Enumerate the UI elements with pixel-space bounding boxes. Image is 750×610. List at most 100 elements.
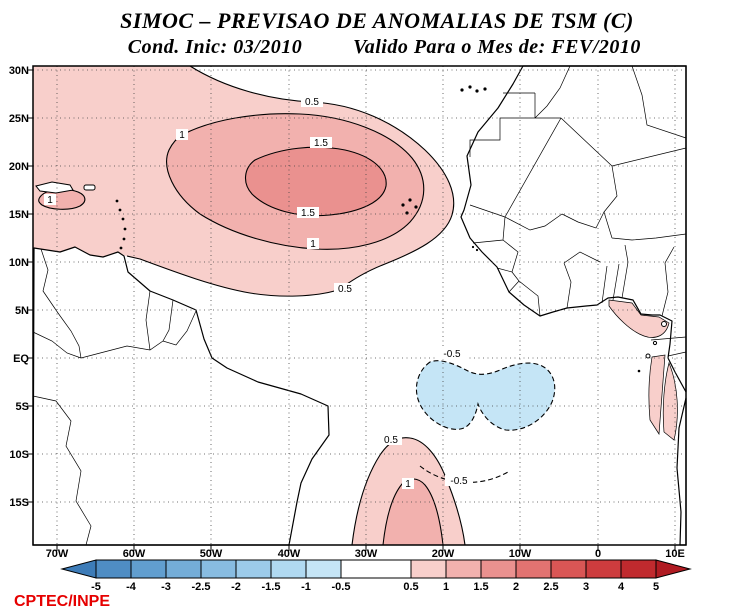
lat-label: 5S [16, 401, 29, 413]
anomaly-region-guinea-coast [608, 299, 670, 338]
colorbar-segment [235, 559, 272, 579]
contour-label: 1 [179, 130, 185, 141]
contour-label: 1 [47, 195, 53, 206]
south-america-landmass [32, 246, 330, 546]
cape-verde-islands [401, 198, 418, 215]
colorbar-tick: -0.5 [332, 581, 351, 593]
lon-label: 40W [278, 548, 301, 560]
colorbar-segment [165, 559, 202, 579]
longitude-axis-labels: 70W 60W 50W 40W 30W 20W 10W 0 10E [46, 548, 685, 560]
lon-label: 70W [46, 548, 69, 560]
anomaly-region-angola-coast-a [648, 354, 666, 436]
colorbar-tick: -2 [231, 581, 241, 593]
contour-label: -0.5 [450, 476, 468, 487]
page-title: SIMOC – PREVISAO DE ANOMALIAS DE TSM (C) [120, 8, 634, 33]
colorbar-tick: 0.5 [403, 581, 418, 593]
contour-label: 1 [405, 479, 411, 490]
gulf-of-guinea-islands [471, 245, 667, 373]
contour-label-box [445, 475, 473, 486]
cptec-inpe-credit: CPTEC/INPE [14, 593, 110, 610]
contour-label: 1.5 [301, 208, 315, 219]
contour-label-box [402, 478, 414, 489]
colorbar-segment [340, 559, 412, 579]
lat-label: 30N [9, 65, 29, 77]
lesser-antilles-islands [115, 199, 127, 250]
lat-label: 15S [9, 497, 29, 509]
colorbar-segment [585, 559, 622, 579]
contour-label: 0.5 [338, 284, 352, 295]
subtitle-valid-month: Valido Para o Mes de: FEV/2010 [353, 36, 641, 58]
lon-label: 0 [595, 548, 601, 560]
colorbar-right-arrow [655, 559, 692, 579]
map-plot: 0.5 1 1.5 1.5 1 0.5 1 -0.5 -0.5 0.5 1 [9, 65, 687, 560]
contour-label-box [310, 137, 332, 148]
contour-labels: 0.5 1 1.5 1.5 1 0.5 1 -0.5 -0.5 0.5 1 [44, 96, 473, 490]
colorbar-segment [515, 559, 552, 579]
colorbar-tick: -4 [126, 581, 137, 593]
map-frame [32, 65, 687, 546]
lon-label: 60W [123, 548, 146, 560]
lon-label: 20W [432, 548, 455, 560]
canary-islands [460, 85, 487, 93]
longitude-gridlines [56, 66, 676, 545]
contour-label: 0.5 [305, 97, 319, 108]
colorbar-segment [445, 559, 482, 579]
colorbar-segment [620, 559, 657, 579]
colorbar-tick: 4 [618, 581, 625, 593]
colorbar-segment [270, 559, 307, 579]
lat-label: 10N [9, 257, 29, 269]
colorbar-tick: -2.5 [192, 581, 211, 593]
colorbar-tick: 1.5 [473, 581, 488, 593]
colorbar-tick: 1 [443, 581, 449, 593]
contour-label-box [380, 434, 402, 445]
contour-label-box [44, 194, 56, 205]
contour-label-box [307, 238, 319, 249]
lat-label: 15N [9, 209, 29, 221]
hispaniola-island [35, 181, 74, 194]
lat-label: EQ [13, 353, 29, 365]
colorbar-segment [410, 559, 447, 579]
subtitle-initial-condition: Cond. Inic: 03/2010 [128, 36, 303, 58]
left-axis-ticks [27, 69, 33, 503]
lon-label: 30W [355, 548, 378, 560]
contour-label: 1.5 [314, 138, 328, 149]
contour-label-box [297, 207, 319, 218]
puerto-rico-island [83, 184, 96, 191]
colorbar-tick: -1 [301, 581, 311, 593]
lon-label: 10W [509, 548, 532, 560]
lat-label: 5N [15, 305, 29, 317]
colorbar-tick: 2 [513, 581, 519, 593]
anomaly-region-south-1 [382, 478, 444, 546]
colorbar-segment [95, 559, 132, 579]
latitude-axis-labels: 30N 25N 20N 15N 10N 5N EQ 5S 10S 15S [9, 65, 30, 509]
anomaly-shading [33, 66, 678, 546]
color-scale: -5 -4 -3 -2.5 -2 -1.5 -1 -0.5 0.5 1 1.5 … [60, 559, 692, 593]
colorbar-segment [200, 559, 237, 579]
contour-label-box [438, 348, 466, 359]
lat-label: 20N [9, 161, 29, 173]
bottom-axis-ticks [56, 545, 676, 551]
south-america-country-borders [32, 248, 197, 546]
contour-label-box [334, 283, 356, 294]
colorbar-tick-labels: -5 -4 -3 -2.5 -2 -1.5 -1 -0.5 0.5 1 1.5 … [91, 581, 659, 593]
colorbar-tick: 3 [583, 581, 589, 593]
colorbar-segment [550, 559, 587, 579]
colorbar-tick: -1.5 [262, 581, 281, 593]
lon-label: 10E [665, 548, 685, 560]
lat-label: 10S [9, 449, 29, 461]
contour-label-box [176, 129, 188, 140]
colorbar-tick: -3 [161, 581, 171, 593]
colorbar-tick: 2.5 [543, 581, 558, 593]
colorbar-tick: -5 [91, 581, 101, 593]
landmasses [32, 65, 687, 546]
lat-label: 25N [9, 113, 29, 125]
contour-label: 1 [310, 239, 316, 250]
colorbar-segment [305, 559, 342, 579]
colorbar-tick: 5 [653, 581, 659, 593]
contour-label: -0.5 [443, 349, 461, 360]
lon-label: 50W [200, 548, 223, 560]
contour-label-box [301, 96, 323, 107]
contour-label: 0.5 [384, 435, 398, 446]
